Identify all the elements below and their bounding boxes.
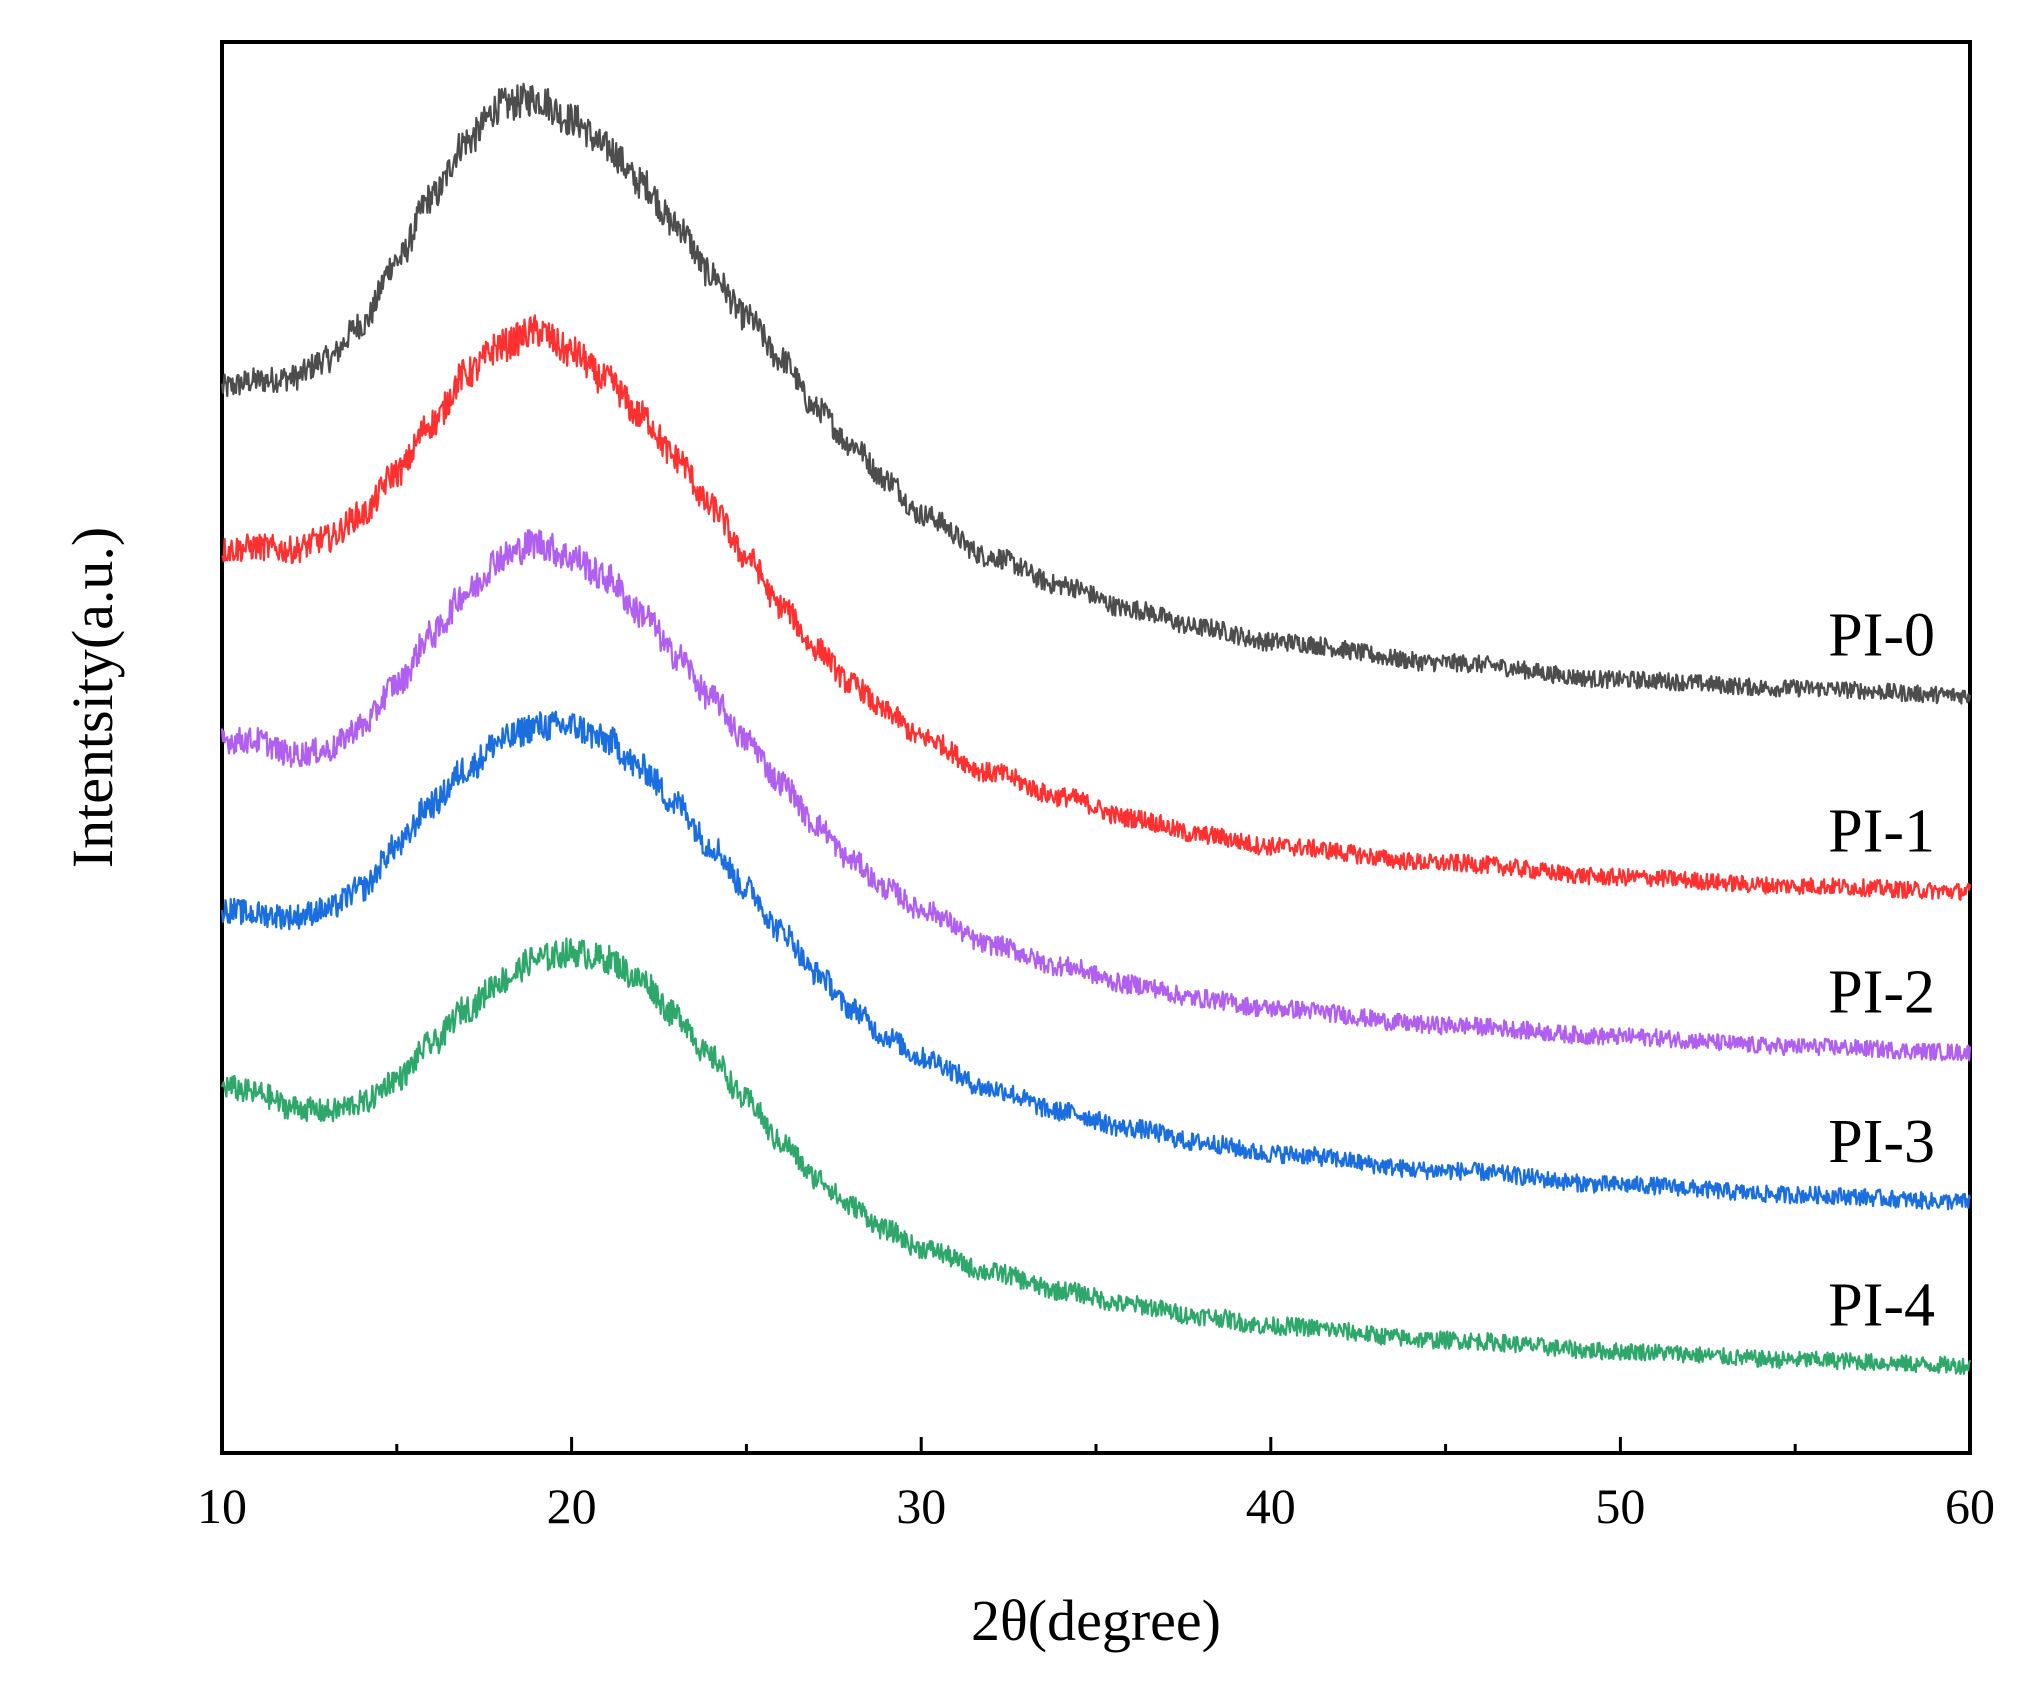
- plot-area-border: [220, 40, 1972, 1455]
- series-labels: PI-0 PI-1 PI-2 PI-3 PI-4: [1828, 601, 1935, 1339]
- series-line-pi-0: [220, 82, 1972, 705]
- series-label-pi-0: PI-0: [1828, 601, 1935, 669]
- x-tick-label: 50: [1595, 1478, 1645, 1534]
- series-line-pi-2: [220, 529, 1972, 1062]
- series-label-pi-1: PI-1: [1828, 797, 1935, 865]
- series-line-pi-3: [220, 710, 1972, 1211]
- series-label-pi-4: PI-4: [1828, 1272, 1935, 1340]
- x-tick-label: 30: [896, 1478, 946, 1534]
- x-tick-label: 60: [1945, 1478, 1995, 1534]
- series-lines: [220, 82, 1972, 1375]
- series-label-pi-3: PI-3: [1828, 1108, 1935, 1176]
- x-axis-title: 2θ(degree): [971, 1588, 1221, 1653]
- x-tick-label: 10: [197, 1478, 247, 1534]
- series-label-pi-2: PI-2: [1828, 958, 1935, 1026]
- series-line-pi-1: [221, 314, 1972, 901]
- y-axis-title: Intentsity(a.u.): [60, 527, 125, 868]
- series-line-pi-4: [220, 937, 1972, 1375]
- x-tick-label: 20: [547, 1478, 597, 1534]
- x-tick-label: 40: [1246, 1478, 1296, 1534]
- x-axis-tick-labels: 10 20 30 40 50 60: [197, 1478, 1995, 1534]
- plot-frame: [220, 40, 1972, 1455]
- x-axis-ticks: [220, 1437, 1972, 1453]
